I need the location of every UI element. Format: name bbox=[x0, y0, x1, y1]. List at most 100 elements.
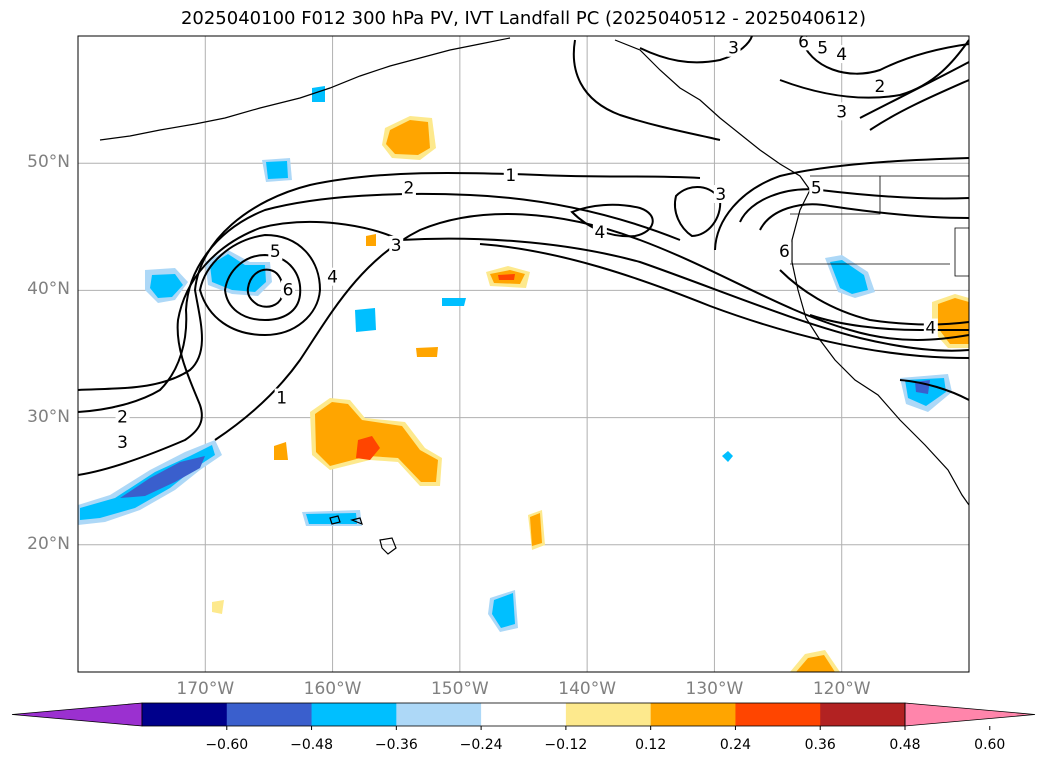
ivt-negative-region bbox=[306, 513, 357, 524]
lat-tick-label: 30°N bbox=[27, 406, 70, 427]
pv-contour-label-bg bbox=[401, 178, 416, 197]
pv-contour-label: 2 bbox=[404, 179, 415, 199]
lon-tick-label: 160°W bbox=[303, 679, 362, 699]
pv-contour-line bbox=[572, 39, 721, 141]
pv-contour-label-bg bbox=[325, 267, 340, 286]
ivt-negative-region bbox=[312, 86, 325, 102]
pv-contour-line bbox=[78, 192, 681, 413]
pv-contour-label: 3 bbox=[715, 185, 726, 205]
pv-contour-label-bg bbox=[726, 38, 741, 57]
colorbar-tick-label: −0.24 bbox=[459, 737, 503, 753]
ivt-positive-region bbox=[366, 234, 376, 246]
pv-contour-label: 5 bbox=[811, 179, 822, 199]
pv-contour-line bbox=[639, 36, 753, 64]
pv-contour-label-bg bbox=[872, 76, 887, 95]
pv-contour-line bbox=[779, 269, 969, 326]
ivt-negative-region bbox=[355, 308, 376, 332]
pv-contour-label: 4 bbox=[836, 45, 847, 65]
ivt-negative-region bbox=[830, 260, 868, 294]
pv-contour-line bbox=[399, 237, 969, 352]
pv-contour-label: 3 bbox=[117, 433, 128, 453]
colorbar-tick-label: −0.60 bbox=[205, 737, 249, 753]
map-frame-border bbox=[77, 35, 970, 673]
pv-contour-label-bg bbox=[281, 280, 296, 299]
pv-contour-label-bg bbox=[796, 36, 811, 51]
pv-contour-label: 4 bbox=[594, 223, 605, 243]
lon-tick-label: 130°W bbox=[685, 679, 744, 699]
colorbar-tick-label: 0.36 bbox=[804, 737, 836, 753]
pv-contour-line bbox=[859, 61, 969, 119]
pv-contour-label-bg bbox=[115, 407, 130, 426]
ivt-shading bbox=[78, 86, 969, 672]
coastlines bbox=[99, 37, 969, 555]
ivt-positive-region bbox=[530, 513, 542, 546]
ivt-negative-region bbox=[442, 298, 466, 306]
alaska-coastline bbox=[99, 37, 511, 141]
pv-contour-line bbox=[809, 314, 969, 331]
colorbar-tick-label: −0.48 bbox=[290, 737, 333, 753]
pv-contour-label: 1 bbox=[276, 389, 287, 409]
ivt-positive-region bbox=[274, 442, 288, 460]
colorbar-tick-label: 0.12 bbox=[635, 737, 667, 753]
state-border bbox=[790, 176, 881, 215]
west-coast-coastline bbox=[791, 189, 969, 506]
pv-contour-line bbox=[674, 186, 722, 238]
pv-contour-line bbox=[899, 379, 969, 401]
colorbar-tick-label: 0.48 bbox=[889, 737, 921, 753]
pv-contour-label: 3 bbox=[836, 102, 847, 122]
pv-contour-label-bg bbox=[834, 102, 849, 121]
colorbar-tick-label: 0.24 bbox=[719, 737, 752, 753]
lon-tick-label: 170°W bbox=[176, 679, 235, 699]
pv-contour-label-bg bbox=[815, 38, 830, 57]
pv-contour-line bbox=[198, 233, 322, 337]
ivt-positive-region bbox=[386, 120, 430, 155]
pv-contour-line bbox=[78, 171, 701, 391]
pv-contour-label: 6 bbox=[798, 32, 809, 52]
ivt-negative-region bbox=[722, 451, 733, 462]
ivt-positive-region bbox=[315, 402, 438, 482]
ivt-positive-region bbox=[938, 298, 969, 344]
lat-tick-label: 20°N bbox=[27, 533, 70, 554]
pv-contour-label: 1 bbox=[505, 166, 516, 186]
pv-contour-label-bg bbox=[777, 242, 792, 261]
pv-contour-label: 3 bbox=[728, 39, 739, 59]
lon-tick-label: 150°W bbox=[430, 679, 489, 699]
pv-contour-label-bg bbox=[389, 235, 404, 254]
ivt-negative-region bbox=[492, 593, 515, 628]
pv-contour-line bbox=[739, 188, 969, 223]
pv-contour-label-bg bbox=[274, 388, 289, 407]
colorbar-tick-label: −0.36 bbox=[374, 737, 418, 753]
map-title: 2025040100 F012 300 hPa PV, IVT Landfall… bbox=[180, 8, 867, 29]
pv-contour-label: 6 bbox=[779, 242, 790, 262]
pv-contour-label: 3 bbox=[391, 236, 402, 256]
pv-contour-label-bg bbox=[923, 318, 938, 337]
colorbar-tick-label: −0.12 bbox=[544, 737, 588, 753]
pv-contour-line bbox=[799, 36, 969, 75]
pv-contour-line bbox=[223, 253, 302, 322]
pv-contour-label-bg bbox=[809, 178, 824, 197]
pv-contour-label-bg bbox=[115, 433, 130, 452]
political-boundaries bbox=[790, 175, 969, 277]
colorbar-tick-label: 0.60 bbox=[974, 737, 1006, 753]
pv-contour-label-bg bbox=[503, 165, 518, 184]
pv-contour-label: 4 bbox=[327, 268, 338, 288]
pv-contour-label: 2 bbox=[117, 408, 128, 428]
ivt-positive-region bbox=[416, 347, 438, 357]
pv-contour-label: 5 bbox=[270, 242, 281, 262]
pv-contour-label: 6 bbox=[283, 280, 294, 300]
lon-tick-label: 120°W bbox=[812, 679, 871, 699]
pv-contour-line bbox=[759, 203, 969, 231]
pv-contour-line bbox=[78, 221, 401, 476]
pv-contour-label: 5 bbox=[817, 39, 828, 59]
pv-contour-line bbox=[779, 39, 969, 99]
pv-contour-label-bg bbox=[713, 185, 728, 203]
ivt-positive-region bbox=[498, 274, 515, 280]
state-border bbox=[954, 227, 969, 277]
alaska-panhandle-coastline bbox=[614, 39, 811, 191]
pv-contour-line bbox=[869, 79, 969, 131]
pv-contour-line bbox=[479, 243, 969, 359]
ivt-negative-region bbox=[210, 254, 266, 292]
pv-contour-label: 4 bbox=[925, 319, 936, 339]
